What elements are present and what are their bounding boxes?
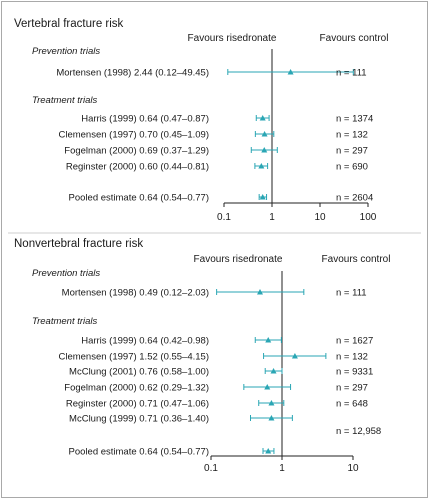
study-label: McClung (2001) 0.76 (0.58–1.00) xyxy=(69,367,209,378)
point-estimate-marker xyxy=(261,131,268,137)
point-estimate-marker xyxy=(261,147,268,153)
x-tick-label: 10 xyxy=(347,463,359,474)
point-estimate-marker xyxy=(265,337,272,343)
point-estimate-marker xyxy=(268,415,275,421)
x-tick-label: 100 xyxy=(360,212,377,223)
pooled-estimate-marker xyxy=(259,194,266,200)
sample-size-label: n = 2604 xyxy=(336,193,373,204)
group-heading: Prevention trials xyxy=(32,268,100,279)
group-heading: Treatment trials xyxy=(32,95,98,106)
study-label: Reginster (2000) 0.60 (0.44–0.81) xyxy=(66,162,209,173)
point-estimate-marker xyxy=(257,289,264,295)
study-label: Fogelman (2000) 0.62 (0.29–1.32) xyxy=(64,383,209,394)
sample-size-label: n = 1627 xyxy=(336,336,373,347)
point-estimate-marker xyxy=(259,115,266,121)
group-heading: Treatment trials xyxy=(32,316,98,327)
sample-size-label: n = 132 xyxy=(336,352,368,363)
sample-size-label: n = 297 xyxy=(336,383,368,394)
study-label: Clemensen (1997) 1.52 (0.55–4.15) xyxy=(58,352,209,363)
sample-size-label: n = 1374 xyxy=(336,114,373,125)
x-tick-label: 0.1 xyxy=(204,463,218,474)
study-label: McClung (1999) 0.71 (0.36–1.40) xyxy=(69,414,209,425)
favours-treatment-label: Favours risedronate xyxy=(188,33,277,44)
x-tick-label: 1 xyxy=(269,212,275,223)
sample-size-label: n = 9331 xyxy=(336,367,373,378)
group-heading: Prevention trials xyxy=(32,46,100,57)
sample-size-label: n = 111 xyxy=(336,288,367,299)
total-sample-size-label: n = 12,958 xyxy=(336,426,381,437)
study-label: Clemensen (1997) 0.70 (0.45–1.09) xyxy=(58,130,209,141)
sample-size-label: n = 132 xyxy=(336,130,368,141)
x-tick-label: 0.1 xyxy=(217,212,231,223)
study-label: Harris (1999) 0.64 (0.42–0.98) xyxy=(81,336,209,347)
study-label: Harris (1999) 0.64 (0.47–0.87) xyxy=(81,114,209,125)
favours-treatment-label: Favours risedronate xyxy=(194,254,283,265)
pooled-estimate-label: Pooled estimate 0.64 (0.54–0.77) xyxy=(69,193,209,204)
point-estimate-marker xyxy=(291,353,298,359)
x-tick-label: 1 xyxy=(279,463,285,474)
favours-control-label: Favours control xyxy=(322,254,391,265)
favours-control-label: Favours control xyxy=(320,33,389,44)
sample-size-label: n = 111 xyxy=(336,68,367,79)
point-estimate-marker xyxy=(264,384,271,390)
study-label: Fogelman (2000) 0.69 (0.37–1.29) xyxy=(64,146,209,157)
pooled-estimate-marker xyxy=(265,448,272,454)
study-label: Mortensen (1998) 0.49 (0.12–2.03) xyxy=(62,288,209,299)
pooled-estimate-label: Pooled estimate 0.64 (0.54–0.77) xyxy=(69,447,209,458)
sample-size-label: n = 648 xyxy=(336,399,368,410)
study-label: Mortensen (1998) 2.44 (0.12–49.45) xyxy=(56,68,209,79)
chart-title: Vertebral fracture risk xyxy=(14,18,124,30)
x-tick-label: 10 xyxy=(314,212,326,223)
point-estimate-marker xyxy=(258,163,265,169)
point-estimate-marker xyxy=(268,400,275,406)
point-estimate-marker xyxy=(287,69,294,75)
sample-size-label: n = 690 xyxy=(336,162,368,173)
chart-title: Nonvertebral fracture risk xyxy=(14,238,143,250)
study-label: Reginster (2000) 0.71 (0.47–1.06) xyxy=(66,399,209,410)
sample-size-label: n = 297 xyxy=(336,146,368,157)
point-estimate-marker xyxy=(270,368,277,374)
